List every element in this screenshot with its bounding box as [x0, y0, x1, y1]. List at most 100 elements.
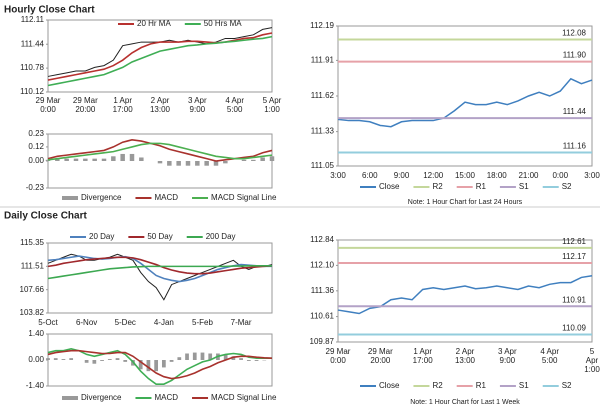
y-tick-label: 110.61: [310, 312, 334, 321]
plot-frame: [337, 25, 593, 167]
x-tick-label: 9:00: [393, 171, 410, 180]
divergence-bar: [107, 359, 112, 360]
series-line: [47, 349, 273, 380]
divergence-bar: [73, 158, 79, 161]
divergence-bar: [254, 360, 259, 361]
x-tick-label: 29 Mar 0:00: [325, 347, 351, 365]
x-tick-label: 21:00: [518, 171, 539, 180]
section-title: Hourly Close Chart: [4, 5, 95, 16]
legend-label: S1: [519, 381, 529, 390]
divergence-bar: [161, 360, 166, 368]
divergence-bar: [53, 358, 58, 360]
x-tick-label: 15:00: [454, 171, 476, 180]
y-tick-label: 111.51: [21, 261, 45, 270]
x-tick-label: 29 Mar 20:00: [72, 96, 98, 114]
y-tick-label: 112.84: [310, 235, 334, 244]
divergence-bar: [61, 359, 66, 360]
y-tick-label: 109.87: [310, 337, 335, 346]
legend-label: 20 Hr MA: [137, 19, 171, 28]
series-line: [337, 274, 593, 315]
legend-label: 50 Day: [147, 232, 172, 241]
divergence-bar: [129, 153, 135, 161]
divergence-bar: [123, 360, 128, 362]
divergence-bar: [92, 158, 97, 161]
divergence-bar: [92, 360, 97, 364]
y-tick-label: 112.10: [310, 261, 334, 270]
divergence-bar: [231, 356, 236, 360]
legend-label: MACD: [154, 393, 178, 402]
y-tick-label: 103.82: [20, 308, 45, 317]
divergence-bar: [111, 156, 116, 161]
divergence-bar: [138, 360, 143, 370]
legend-label: Close: [379, 381, 400, 390]
y-tick-label: 107.66: [20, 285, 45, 294]
x-tick-label: 5 Apr 1:00: [584, 347, 600, 374]
divergence-bar: [251, 159, 256, 161]
legend-swatch: [62, 396, 78, 400]
x-tick-label: 3:00: [584, 171, 600, 180]
y-tick-label: 0.00: [28, 156, 44, 165]
legend-label: S2: [562, 182, 572, 191]
x-tick-label: 29 Mar 0:00: [35, 96, 61, 114]
x-tick-label: 3 Apr 9:00: [187, 96, 207, 114]
x-tick-label: 3:00: [330, 171, 346, 180]
level-label: 112.08: [562, 29, 586, 38]
divergence-bar: [139, 157, 144, 161]
x-tick-label: 4-Jan: [153, 318, 174, 327]
x-tick-label: 5-Dec: [114, 318, 136, 327]
legend-label: MACD Signal Line: [211, 193, 277, 202]
legend-label: S2: [562, 381, 572, 390]
x-tick-label: 6:00: [361, 171, 378, 180]
divergence-bar: [115, 358, 120, 360]
plot-frame: [47, 19, 273, 93]
level-label: 110.91: [562, 295, 586, 304]
x-tick-label: 1 Apr 17:00: [412, 347, 433, 365]
divergence-bar: [223, 161, 228, 164]
divergence-bar: [146, 360, 151, 372]
series-line: [47, 27, 273, 77]
divergence-bar: [269, 156, 275, 161]
divergence-bar: [100, 360, 104, 361]
divergence-bar: [241, 159, 247, 161]
x-tick-label: 3 Apr 9:00: [497, 347, 517, 365]
y-tick-label: 0.23: [28, 129, 44, 138]
legend-label: 20 Day: [89, 232, 114, 241]
y-tick-label: 1.40: [28, 329, 44, 338]
series-line: [47, 348, 272, 385]
divergence-bar: [239, 358, 243, 360]
series-line: [47, 142, 273, 161]
level-label: 111.90: [563, 51, 587, 60]
y-tick-label: 111.44: [21, 39, 45, 48]
note: Note: 1 Hour Chart for Last 24 Hours: [408, 199, 523, 206]
divergence-bar: [185, 161, 191, 166]
divergence-bar: [154, 360, 159, 372]
legend-label: 50 Hrs MA: [204, 19, 242, 28]
divergence-bar: [45, 159, 51, 161]
y-tick-label: 111.91: [311, 55, 335, 64]
y-tick-label: 111.62: [311, 91, 335, 100]
series-line: [337, 77, 593, 128]
x-tick-label: 5-Oct: [38, 318, 58, 327]
level-label: 111.16: [563, 142, 587, 151]
divergence-bar: [195, 161, 200, 166]
plot-frame: [47, 333, 273, 387]
legend-label: Divergence: [81, 193, 122, 202]
divergence-bar: [55, 158, 60, 161]
series-line: [47, 264, 272, 280]
y-tick-label: 0.00: [28, 355, 44, 364]
y-tick-label: 0.12: [28, 142, 44, 151]
x-tick-label: 2 Apr 13:00: [149, 96, 171, 114]
divergence-bar: [167, 161, 172, 166]
divergence-bar: [177, 357, 182, 360]
legend-label: Close: [379, 182, 400, 191]
level-label: 110.09: [562, 324, 586, 333]
y-tick-label: 115.35: [20, 238, 44, 247]
divergence-bar: [223, 354, 228, 360]
legend-label: R2: [432, 381, 443, 390]
legend-label: R2: [432, 182, 443, 191]
divergence-bar: [157, 161, 163, 164]
x-tick-label: 0:00: [552, 171, 569, 180]
x-tick-label: 5-Feb: [192, 318, 213, 327]
